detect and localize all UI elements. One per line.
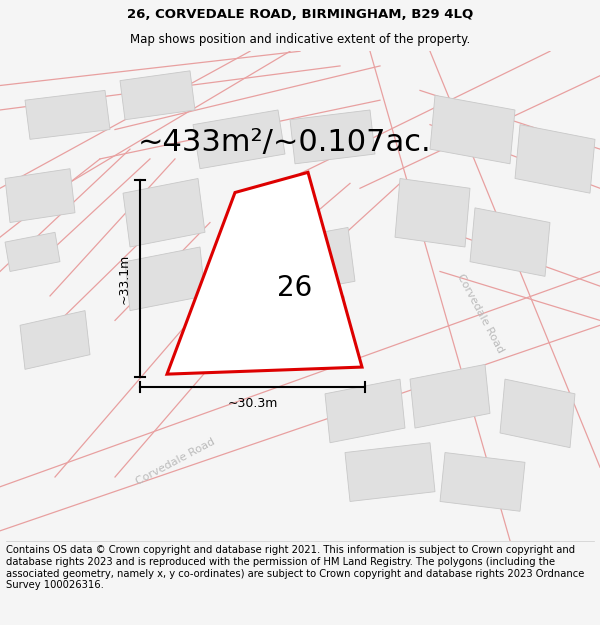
Polygon shape	[430, 95, 515, 164]
Polygon shape	[264, 296, 350, 359]
Polygon shape	[440, 452, 525, 511]
Polygon shape	[410, 364, 490, 428]
Text: Map shows position and indicative extent of the property.: Map shows position and indicative extent…	[130, 34, 470, 46]
Polygon shape	[193, 110, 285, 169]
Polygon shape	[167, 173, 362, 374]
Polygon shape	[25, 91, 110, 139]
Text: 26: 26	[277, 274, 313, 302]
Polygon shape	[123, 179, 205, 247]
Text: Corvedale Road: Corvedale Road	[455, 272, 505, 355]
Polygon shape	[290, 110, 375, 164]
Polygon shape	[470, 208, 550, 276]
Polygon shape	[268, 228, 355, 296]
Text: Corvedale Road: Corvedale Road	[134, 437, 216, 487]
Text: ~30.3m: ~30.3m	[227, 397, 278, 410]
Polygon shape	[20, 311, 90, 369]
Text: ~433m²/~0.107ac.: ~433m²/~0.107ac.	[138, 127, 432, 156]
Polygon shape	[325, 379, 405, 442]
Polygon shape	[395, 179, 470, 247]
Polygon shape	[5, 169, 75, 222]
Text: Contains OS data © Crown copyright and database right 2021. This information is : Contains OS data © Crown copyright and d…	[6, 545, 584, 590]
Text: 26, CORVEDALE ROAD, BIRMINGHAM, B29 4LQ: 26, CORVEDALE ROAD, BIRMINGHAM, B29 4LQ	[127, 8, 473, 21]
Polygon shape	[120, 71, 195, 120]
Polygon shape	[125, 247, 205, 311]
Polygon shape	[515, 124, 595, 193]
Polygon shape	[5, 232, 60, 271]
Polygon shape	[345, 442, 435, 501]
Polygon shape	[500, 379, 575, 448]
Text: ~33.1m: ~33.1m	[118, 254, 131, 304]
